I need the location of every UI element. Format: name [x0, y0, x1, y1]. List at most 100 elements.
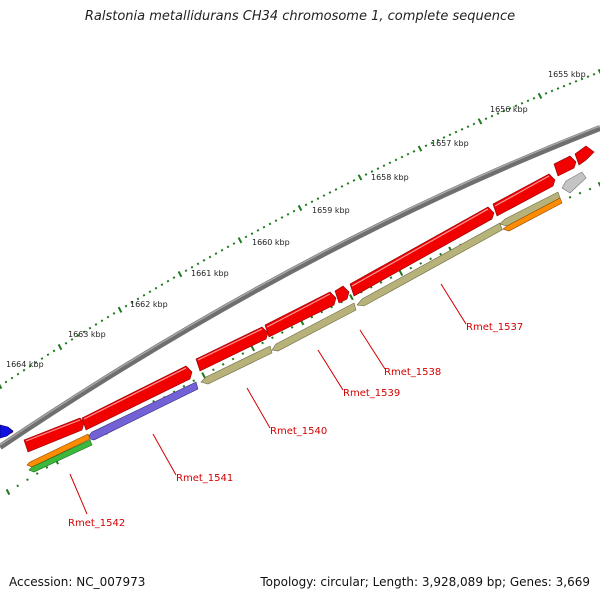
scale-minor-tick — [436, 138, 440, 142]
feature-red[interactable] — [574, 145, 595, 166]
scale-minor-tick — [182, 384, 186, 388]
scale-minor-tick — [28, 364, 32, 368]
scale-major-tick — [597, 68, 600, 76]
scale-minor-tick — [244, 235, 248, 239]
scale-minor-tick — [406, 152, 410, 156]
scale-minor-tick — [154, 286, 158, 290]
scale-minor-tick — [328, 191, 332, 194]
scale-minor-tick — [439, 252, 442, 256]
scale-minor-tick — [130, 301, 134, 304]
scale-major-tick — [398, 269, 404, 277]
feature-olive[interactable] — [200, 345, 273, 385]
feature-red[interactable] — [81, 365, 193, 431]
scale-minor-tick — [580, 77, 584, 81]
scale-minor-tick — [544, 92, 548, 95]
gene-label[interactable]: Rmet_1542 — [68, 518, 125, 529]
scale-minor-tick — [112, 312, 116, 315]
gene-label[interactable]: Rmet_1540 — [270, 426, 327, 437]
scale-minor-tick — [322, 194, 326, 197]
scale-minor-tick — [280, 216, 284, 219]
scale-minor-tick — [124, 304, 128, 308]
scale-major-tick — [297, 204, 303, 212]
scale-minor-tick — [88, 326, 92, 330]
accession-label: Accession: NC_007973 — [9, 575, 146, 589]
feature-orange[interactable] — [502, 197, 563, 232]
feature-red[interactable] — [553, 155, 577, 177]
feature-green[interactable] — [28, 439, 93, 473]
feature-blue[interactable] — [0, 424, 14, 439]
gene-label[interactable]: Rmet_1539 — [343, 388, 400, 399]
feature-red[interactable] — [23, 417, 85, 453]
scale-minor-tick — [70, 338, 74, 341]
scale-minor-tick — [304, 203, 308, 207]
gene-label[interactable]: Rmet_1537 — [466, 322, 523, 333]
outer-scale-dots — [0, 68, 600, 390]
scale-minor-tick — [592, 72, 596, 76]
scale-minor-tick — [271, 336, 274, 340]
scale-minor-tick — [212, 368, 215, 372]
genome-summary: Topology: circular; Length: 3,928,089 bp… — [260, 575, 590, 589]
scale-minor-tick — [226, 245, 230, 249]
gene-label[interactable]: Rmet_1538 — [384, 367, 441, 378]
feature-red[interactable] — [264, 291, 337, 338]
scale-major-tick — [417, 145, 423, 152]
scale-minor-tick — [4, 380, 8, 384]
gene-label[interactable]: Rmet_1541 — [176, 473, 233, 484]
scale-minor-tick — [394, 158, 398, 162]
feature-red[interactable] — [349, 206, 495, 297]
scale-label: 1659 kbp — [312, 206, 350, 215]
scale-minor-tick — [196, 262, 200, 266]
map-title: Ralstonia metallidurans CH34 chromosome … — [84, 9, 516, 24]
scale-minor-tick — [250, 232, 254, 236]
feature-shine — [351, 208, 489, 287]
scale-minor-tick — [231, 357, 235, 361]
scale-minor-tick — [419, 262, 423, 265]
feature-red[interactable] — [334, 285, 350, 304]
scale-label: 1655 kbp — [548, 70, 586, 79]
scale-minor-tick — [172, 276, 176, 279]
scale-major-tick — [177, 271, 183, 278]
scale-major-tick — [537, 92, 543, 99]
feature-olive[interactable] — [356, 222, 503, 307]
scale-label: 1658 kbp — [371, 173, 409, 182]
scale-minor-tick — [232, 242, 236, 245]
scale-minor-tick — [454, 130, 458, 134]
feature-shine — [266, 293, 331, 328]
scale-minor-tick — [16, 484, 20, 488]
feature-orange[interactable] — [26, 433, 91, 468]
scale-minor-tick — [261, 341, 264, 345]
scale-minor-tick — [214, 252, 218, 255]
scale-minor-tick — [26, 478, 29, 482]
scale-minor-tick — [46, 353, 50, 357]
scale-minor-tick — [142, 293, 146, 297]
feature-shine — [197, 328, 263, 361]
scale-minor-tick — [430, 141, 434, 145]
scale-label: 1660 kbp — [252, 238, 290, 247]
scale-major-tick — [349, 293, 354, 301]
scale-minor-tick — [184, 269, 188, 273]
scale-minor-tick — [106, 315, 110, 319]
scale-label: 1657 kbp — [431, 139, 469, 148]
scale-minor-tick — [588, 187, 592, 191]
scale-minor-tick — [190, 265, 194, 269]
scale-minor-tick — [352, 179, 356, 182]
scale-minor-tick — [34, 361, 38, 364]
feature-red[interactable] — [195, 326, 269, 372]
scale-minor-tick — [241, 352, 245, 355]
scale-minor-tick — [346, 182, 350, 185]
scale-minor-tick — [100, 319, 104, 323]
scale-minor-tick — [45, 466, 49, 469]
feature-red[interactable] — [492, 173, 556, 217]
scale-minor-tick — [290, 326, 294, 329]
scale-minor-tick — [400, 155, 404, 159]
scale-minor-tick — [429, 257, 432, 261]
feature-gray[interactable] — [561, 171, 587, 194]
scale-minor-tick — [136, 297, 140, 301]
scale-minor-tick — [192, 379, 196, 383]
scale-major-tick — [597, 181, 600, 189]
label-leader — [440, 283, 467, 325]
scale-major-tick — [250, 345, 256, 352]
feature-olive[interactable] — [271, 302, 357, 352]
scale-major-tick — [5, 488, 11, 496]
